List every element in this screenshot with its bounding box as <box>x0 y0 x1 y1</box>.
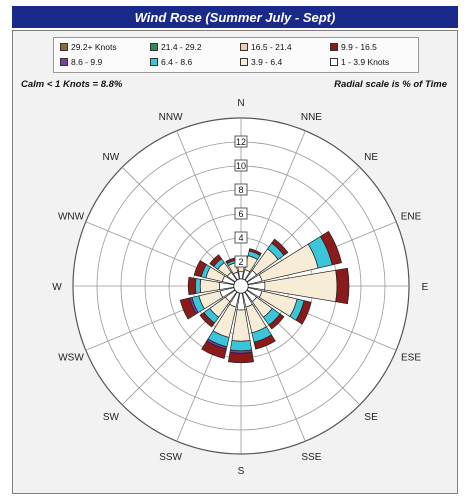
legend-item: 6.4 - 8.6 <box>150 57 192 67</box>
ring-label: 2 <box>238 257 243 267</box>
legend-item: 21.4 - 29.2 <box>150 42 202 52</box>
ring-label-box <box>234 135 248 148</box>
direction-label: E <box>422 282 429 293</box>
legend-label: 21.4 - 29.2 <box>161 42 202 52</box>
legend-item: 16.5 - 21.4 <box>240 42 292 52</box>
legend-label: 16.5 - 21.4 <box>251 42 292 52</box>
ring-label: 12 <box>236 137 246 147</box>
direction-label: NNW <box>159 112 183 123</box>
rose-petal-segment <box>268 313 285 330</box>
legend-label: 9.9 - 16.5 <box>341 42 377 52</box>
direction-label: N <box>237 98 244 109</box>
direction-label: ENE <box>401 212 422 223</box>
direction-label: SW <box>103 412 120 423</box>
direction-label: SSE <box>301 452 321 463</box>
direction-label: NE <box>364 152 378 163</box>
rose-petal-segment <box>199 312 215 328</box>
legend-swatch <box>150 43 158 51</box>
calm-note: Calm < 1 Knots = 8.8% <box>21 79 123 90</box>
legend-swatch <box>60 58 68 66</box>
direction-label: WSW <box>58 352 84 363</box>
direction-label: WNW <box>58 212 85 223</box>
rose-petal-segment <box>195 278 202 294</box>
radial-scale-note: Radial scale is % of Time <box>334 79 447 90</box>
rose-petal-segment <box>271 238 289 256</box>
ring-label-box <box>234 183 248 196</box>
ring-label-box <box>234 207 248 220</box>
direction-label: SE <box>364 412 378 423</box>
legend: 29.2+ Knots 21.4 - 29.2 16.5 - 21.4 9.9 - 1… <box>53 37 419 73</box>
ring-label-box <box>234 159 248 172</box>
rose-petal-segment <box>227 351 255 364</box>
rose-petal-segment <box>229 340 253 352</box>
rose-petal-segment <box>193 260 207 278</box>
legend-label: 6.4 - 8.6 <box>161 57 193 67</box>
chart-title: Wind Rose (Summer July - Sept) <box>12 6 458 28</box>
rose-petal-segment <box>335 267 350 305</box>
legend-swatch <box>240 43 248 51</box>
rose-petal-segment <box>253 334 276 350</box>
direction-label: ESE <box>401 352 421 363</box>
legend-item: 1 - 3.9 Knots <box>330 57 389 67</box>
legend-swatch <box>330 58 338 66</box>
direction-label: S <box>238 466 245 477</box>
rose-petal-segment <box>179 297 197 320</box>
direction-label: W <box>52 282 62 293</box>
legend-item: 3.9 - 6.4 <box>240 57 282 67</box>
legend-swatch <box>60 43 68 51</box>
direction-label: SSW <box>159 452 182 463</box>
direction-label: NNE <box>301 112 322 123</box>
ring-label-box <box>234 231 248 244</box>
rose-petal-segment <box>295 300 312 325</box>
legend-label: 3.9 - 6.4 <box>251 57 283 67</box>
legend-swatch <box>240 58 248 66</box>
legend-label: 29.2+ Knots <box>71 42 117 52</box>
legend-item: 29.2+ Knots <box>60 42 117 52</box>
rose-petal-segment <box>248 248 262 256</box>
rose-petal-segment <box>225 257 236 265</box>
legend-item: 8.6 - 9.9 <box>60 57 102 67</box>
rose-petal-segment <box>319 230 342 266</box>
rose-petal-segment <box>201 340 227 359</box>
chart-panel: 29.2+ Knots 21.4 - 29.2 16.5 - 21.4 9.9 - 1… <box>12 30 458 494</box>
legend-item: 9.9 - 16.5 <box>330 42 377 52</box>
rose-petal-segment <box>209 254 222 267</box>
legend-label: 8.6 - 9.9 <box>71 57 103 67</box>
ring-label: 8 <box>238 185 243 195</box>
legend-label: 1 - 3.9 Knots <box>341 57 390 67</box>
ring-label: 6 <box>238 209 243 219</box>
calm-circle <box>233 278 249 294</box>
rose-petal-segment <box>187 276 197 296</box>
ring-label-box <box>234 255 248 268</box>
legend-swatch <box>150 58 158 66</box>
ring-label: 4 <box>238 233 243 243</box>
legend-swatch <box>330 43 338 51</box>
ring-label: 10 <box>236 161 246 171</box>
wind-rose-plot: 2 4 6 8 10 12 N NNE NE ENE E ESE SE SSE S SSW SW WSW W WNW N… <box>52 98 429 477</box>
direction-label: NW <box>103 152 120 163</box>
